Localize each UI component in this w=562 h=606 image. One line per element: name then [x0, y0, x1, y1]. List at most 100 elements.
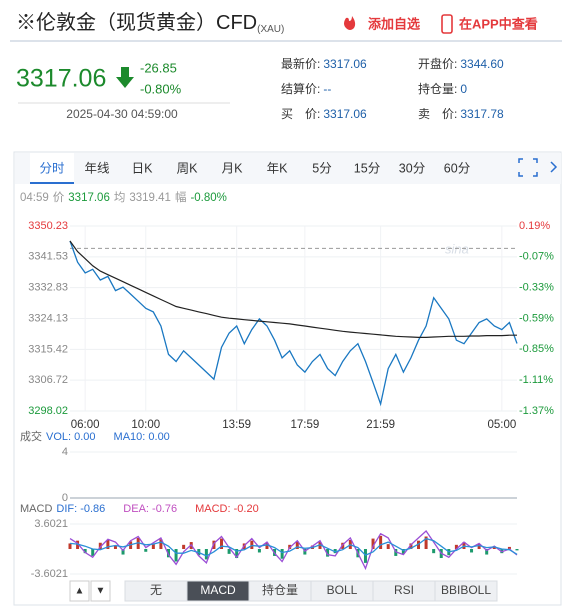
panel-title: MACD	[20, 503, 52, 515]
y2-tick-label: -0.85%	[519, 343, 554, 355]
stat-value: 3317.78	[460, 107, 504, 121]
legend-entry: DEA: -0.76	[123, 503, 177, 515]
stat: 卖 价: 3317.78	[418, 107, 504, 121]
price: 3317.06	[16, 65, 106, 93]
macd-bar	[235, 549, 239, 559]
y-tick-label: 3332.83	[28, 282, 68, 294]
open-app[interactable]: 在APP中查看	[459, 16, 538, 31]
stat-value: 3317.06	[323, 57, 367, 71]
zoom-button[interactable]	[90, 580, 111, 602]
stat: 开盘价: 3344.60	[418, 56, 504, 71]
tab[interactable]: 周K	[177, 161, 199, 175]
indicator-line	[69, 537, 518, 557]
macd-bar	[477, 544, 481, 549]
chart-frame	[13, 151, 562, 606]
quote-time: 2025-04-30 04:59:00	[66, 107, 178, 121]
indicator-label[interactable]: BOLL	[327, 583, 358, 597]
x-tick-label: 10:00	[131, 419, 160, 431]
panel-legend: MACD DIF: -0.86 DEA: -0.76 MACD: -0.20	[20, 503, 259, 515]
macd-bar	[174, 549, 178, 562]
info-item: 3319.41	[129, 192, 171, 204]
tab[interactable]: 分时	[39, 161, 65, 175]
stat-label: 持仓量:	[418, 81, 457, 96]
y-tick-label: 0	[62, 492, 68, 504]
macd-bar	[106, 539, 110, 549]
macd-bar	[318, 542, 322, 549]
code: (XAU)	[257, 24, 284, 35]
macd-bar	[220, 538, 224, 549]
stat-label: 最新价:	[281, 56, 320, 71]
stat: 结算价: --	[281, 81, 331, 96]
indicator-tab[interactable]	[434, 580, 498, 602]
macd-bar	[454, 544, 458, 549]
tab[interactable]: 月K	[222, 161, 244, 175]
stat-value: 3317.06	[323, 107, 367, 121]
info-item: 3317.06	[68, 192, 110, 204]
stat-label: 卖 价:	[418, 107, 457, 121]
macd-bar	[151, 544, 155, 549]
indicator-line	[69, 530, 518, 571]
tabs: 分时 年线 日K 周K 月K 年K 5分 15分 30分 60分	[30, 153, 470, 184]
tab[interactable]: 年线	[84, 161, 110, 175]
zoom-label[interactable]: ▼	[96, 586, 106, 597]
x-tick-label: 17:59	[290, 419, 319, 431]
change-pct: -0.80%	[140, 81, 182, 96]
indicator-label[interactable]: BBIBOLL	[441, 583, 491, 597]
macd-bar	[379, 535, 383, 549]
y2-tick-label: 0.19%	[519, 220, 550, 232]
watermark: sina	[445, 241, 469, 256]
macd-bar	[326, 549, 330, 557]
macd-bar	[371, 538, 375, 549]
macd-bar	[432, 549, 436, 554]
tab[interactable]: 30分	[399, 161, 425, 175]
zoom-label[interactable]: ▲	[75, 586, 85, 597]
y-tick-label: 4	[62, 446, 68, 458]
info-item: 价	[53, 191, 65, 204]
info-item: 均	[114, 191, 126, 204]
price-line	[69, 240, 518, 407]
macd-bar	[159, 539, 163, 549]
indicator-label[interactable]: RSI	[394, 583, 414, 597]
fullscreen-icon[interactable]	[518, 158, 538, 177]
macd-bar	[98, 542, 102, 549]
indicator-label[interactable]: MACD	[200, 583, 236, 597]
macd-bar	[295, 541, 299, 549]
add-watchlist[interactable]: 添加自选	[368, 16, 420, 31]
next-icon[interactable]	[550, 161, 558, 173]
active-tab-bg	[30, 153, 74, 184]
stat-value: 3344.60	[460, 57, 504, 71]
y-tick-label: 3306.72	[28, 374, 68, 386]
zoom-button[interactable]	[69, 580, 90, 602]
indicator-label[interactable]: 无	[150, 583, 162, 597]
bottom-bar: ▲ ▼ 无 MACD 持仓量 BOLL RSI BBIBOLL	[69, 580, 498, 602]
phone-icon[interactable]	[441, 14, 453, 34]
info-item: 04:59	[20, 192, 49, 204]
tab[interactable]: 日K	[132, 161, 154, 175]
tab[interactable]: 5分	[312, 161, 331, 175]
macd-bar	[204, 549, 208, 560]
macd-bar	[227, 549, 231, 554]
macd-bar	[257, 549, 261, 553]
tab[interactable]: 60分	[444, 161, 470, 175]
change: -26.85	[140, 60, 177, 75]
x-tick-label: 06:00	[71, 419, 100, 431]
tab[interactable]: 15分	[354, 161, 380, 175]
macd-bar	[485, 549, 489, 555]
legend-entry: DIF: -0.86	[56, 503, 105, 515]
macd-bar	[76, 540, 80, 549]
legend-entry: MACD: -0.20	[195, 503, 259, 515]
macd-bar	[144, 549, 148, 552]
y-tick-label: 3324.13	[28, 312, 68, 324]
y-tick-label: 3298.02	[28, 405, 68, 417]
stat-value: --	[323, 82, 331, 96]
stat-label: 开盘价:	[418, 56, 457, 71]
stat-label: 买 价:	[281, 107, 320, 121]
fire-icon[interactable]	[344, 16, 356, 30]
tab[interactable]: 年K	[267, 161, 289, 175]
macd-bar	[462, 542, 466, 549]
legend-entry: VOL: 0.00	[46, 431, 96, 443]
macd-bar	[492, 546, 496, 549]
indicator-label[interactable]: 持仓量	[262, 582, 298, 597]
y-tick-label: 3350.23	[28, 220, 68, 232]
